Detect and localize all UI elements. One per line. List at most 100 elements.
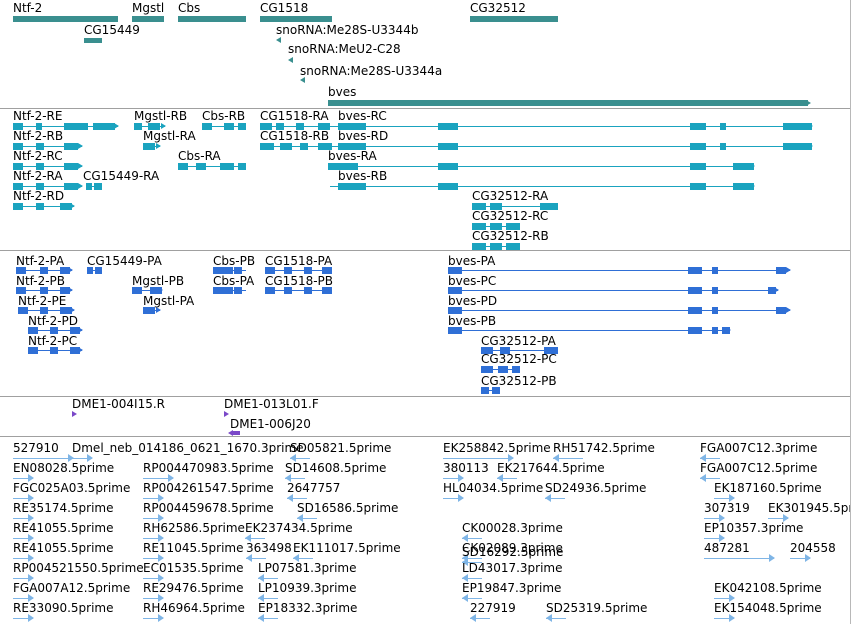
est-label[interactable]: HL04034.5prime (443, 481, 544, 495)
gene-label[interactable]: Ntf-2 (13, 1, 43, 15)
est-label[interactable]: FGA007C12.5prime (700, 461, 818, 475)
exon-block[interactable] (506, 223, 520, 230)
feature-label[interactable]: CG32512-PA (481, 334, 556, 348)
feature-label[interactable]: Ntf-2-PB (16, 274, 66, 288)
gene-bar[interactable] (84, 38, 102, 43)
feature-label[interactable]: CG1518-RA (260, 109, 329, 123)
est-label[interactable]: 363498 (246, 541, 292, 555)
cds-block[interactable] (234, 267, 242, 274)
feature-label[interactable]: DME1-006J20 (230, 417, 311, 431)
cds-block[interactable] (213, 287, 233, 294)
est-label[interactable]: 2647757 (287, 481, 341, 495)
exon-block[interactable] (783, 123, 812, 130)
exon-block[interactable] (13, 163, 23, 170)
est-label[interactable]: EK042108.5prime (714, 581, 822, 595)
est-label[interactable]: EN08028.5prime (13, 461, 115, 475)
exon-block[interactable] (36, 123, 42, 130)
est-label[interactable]: RE41055.5prime (13, 541, 114, 555)
exon-block[interactable] (60, 203, 72, 210)
cds-block[interactable] (498, 366, 508, 373)
exon-block[interactable] (276, 123, 284, 130)
exon-block[interactable] (438, 123, 458, 130)
gene-label[interactable]: Cbs (178, 1, 201, 15)
cds-block[interactable] (481, 347, 493, 354)
cds-block[interactable] (448, 327, 462, 334)
feature-label[interactable]: DME1-004I15.R (72, 397, 166, 411)
gene-bar[interactable] (470, 16, 558, 22)
est-label[interactable]: EK217644.5prime (497, 461, 605, 475)
est-label[interactable]: 487281 (704, 541, 750, 555)
exon-block[interactable] (64, 183, 78, 190)
exon-block[interactable] (64, 143, 78, 150)
est-label[interactable]: RE41055.5prime (13, 521, 114, 535)
cds-block[interactable] (481, 366, 493, 373)
cds-block[interactable] (60, 287, 70, 294)
gene-bar[interactable] (178, 16, 246, 22)
exon-block[interactable] (64, 123, 88, 130)
cds-block[interactable] (688, 327, 702, 334)
cds-block[interactable] (712, 287, 718, 294)
exon-block[interactable] (720, 143, 726, 150)
cds-block[interactable] (16, 267, 26, 274)
feature-label[interactable]: CG32512-PC (481, 352, 557, 366)
exon-block[interactable] (260, 143, 274, 150)
feature-label[interactable]: Cbs-RB (202, 109, 246, 123)
cds-block[interactable] (213, 267, 233, 274)
exon-block[interactable] (224, 123, 234, 130)
cds-block[interactable] (776, 307, 786, 314)
cds-block[interactable] (60, 267, 70, 274)
gene-label[interactable]: CG32512 (470, 1, 526, 15)
gene-bar[interactable] (260, 16, 332, 22)
feature-label[interactable]: bves-PA (448, 254, 496, 268)
cds-block[interactable] (40, 287, 48, 294)
est-label[interactable]: RP004470983.5prime (143, 461, 274, 475)
est-label[interactable]: EP10357.3prime (704, 521, 804, 535)
est-label[interactable]: SD14608.5prime (285, 461, 387, 475)
feature-label[interactable]: Mgstl-RA (143, 129, 196, 143)
cds-block[interactable] (712, 327, 718, 334)
feature-label[interactable]: CG1518-RB (260, 129, 330, 143)
feature-label[interactable]: DME1-013L01.F (224, 397, 319, 411)
exon-block[interactable] (134, 123, 142, 130)
est-label[interactable]: LP07581.3prime (258, 561, 357, 575)
cds-block[interactable] (150, 287, 162, 294)
gene-bar[interactable] (328, 100, 808, 106)
feature-label[interactable]: Ntf-2-PD (28, 314, 79, 328)
cds-block[interactable] (28, 327, 38, 334)
exon-block[interactable] (280, 143, 292, 150)
exon-block[interactable] (143, 143, 155, 150)
exon-block[interactable] (148, 123, 160, 130)
cds-block[interactable] (40, 307, 48, 314)
cds-block[interactable] (448, 307, 462, 314)
feature-label[interactable]: Ntf-2-PC (28, 334, 78, 348)
exon-block[interactable] (94, 183, 102, 190)
exon-block[interactable] (300, 143, 308, 150)
exon-block[interactable] (690, 183, 706, 190)
exon-block[interactable] (690, 143, 706, 150)
exon-block[interactable] (540, 203, 558, 210)
est-label[interactable]: 527910 (13, 441, 59, 455)
est-label[interactable]: EK154048.5prime (714, 601, 822, 615)
feature-label[interactable]: Mgstl-RB (134, 109, 188, 123)
exon-block[interactable] (36, 183, 44, 190)
exon-block[interactable] (220, 163, 234, 170)
clone-block[interactable] (232, 431, 240, 435)
feature-label[interactable]: bves-RD (338, 129, 389, 143)
est-label[interactable]: 227919 (470, 601, 516, 615)
exon-block[interactable] (296, 123, 304, 130)
est-label[interactable]: RE35174.5prime (13, 501, 114, 515)
feature-label[interactable]: CG32512-PB (481, 374, 557, 388)
cds-block[interactable] (448, 287, 462, 294)
cds-block[interactable] (95, 267, 102, 274)
exon-block[interactable] (338, 123, 366, 130)
est-label[interactable]: RH51742.5prime (553, 441, 655, 455)
feature-label[interactable]: Ntf-2-RA (13, 169, 63, 183)
gene-label[interactable]: Mgstl (132, 1, 165, 15)
gene-label[interactable]: CG1518 (260, 1, 309, 15)
est-label[interactable]: EK258842.5prime (443, 441, 551, 455)
est-label[interactable]: 307319 (704, 501, 750, 515)
est-label[interactable]: EK187160.5prime (714, 481, 822, 495)
est-label[interactable]: SD16292.5prime (462, 545, 564, 559)
feature-label[interactable]: bves-RB (338, 169, 388, 183)
feature-label[interactable]: Cbs-RA (178, 149, 221, 163)
